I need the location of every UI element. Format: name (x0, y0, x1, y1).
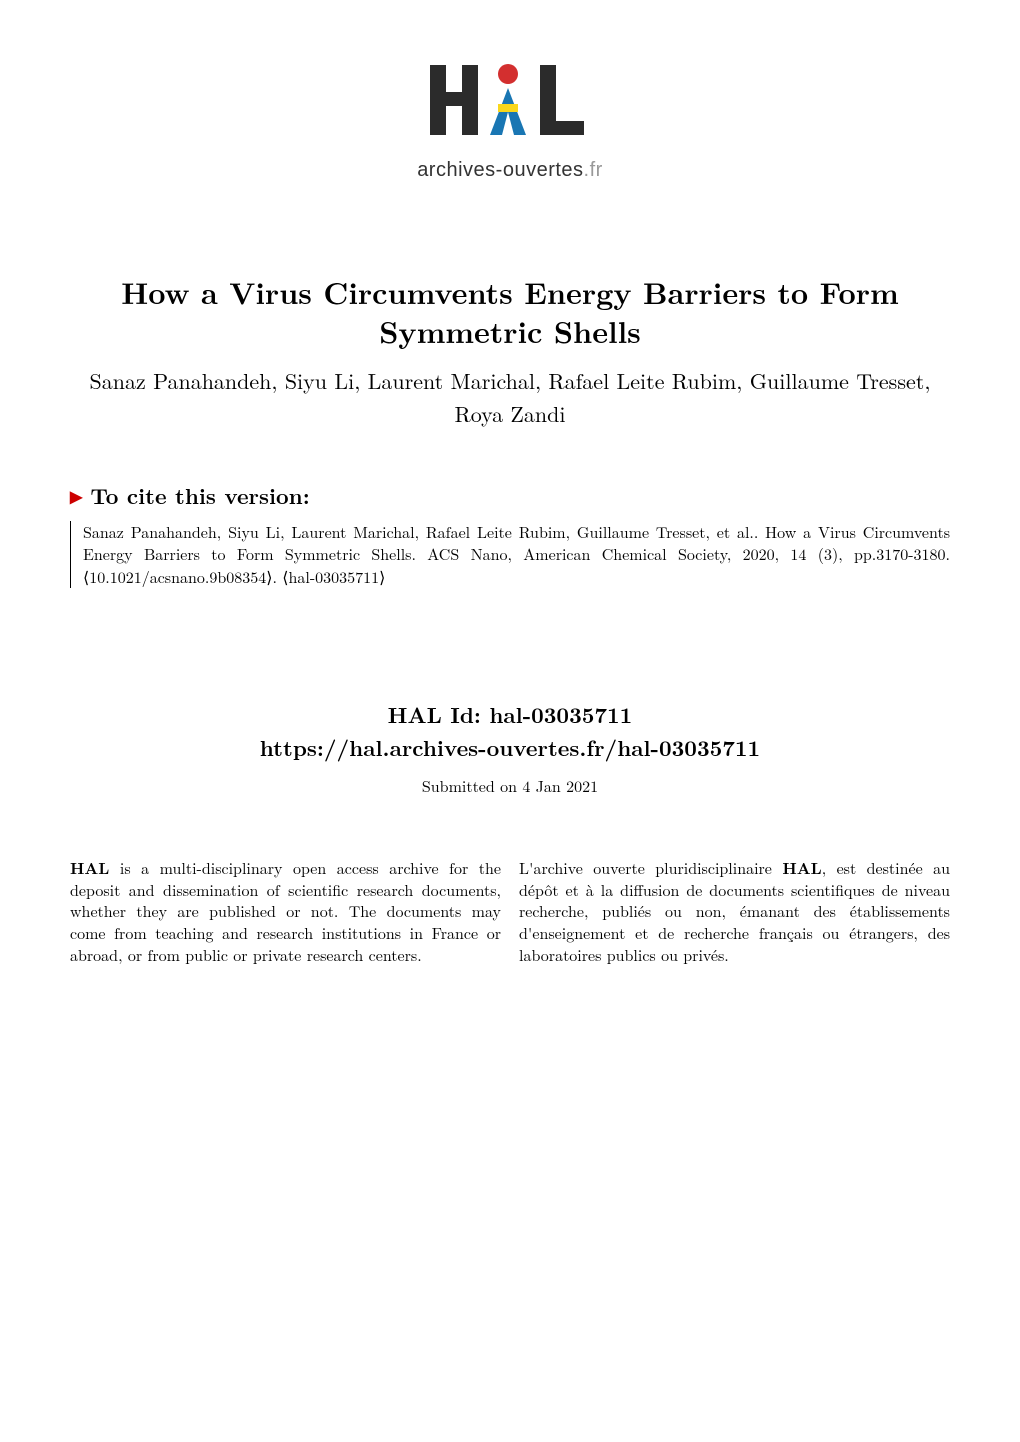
cite-header: ▶ To cite this version: (70, 480, 950, 511)
hal-logo-section: archives-ouvertes.fr (70, 60, 950, 182)
description-right: L'archive ouverte pluridisciplinaire HAL… (519, 857, 950, 965)
hal-logo (410, 60, 610, 155)
cite-header-text: To cite this version: (90, 480, 309, 511)
logo-brand-main: archives-ouvertes (417, 159, 583, 181)
description-left: HAL is a multi-disciplinary open access … (70, 857, 501, 965)
cite-section: ▶ To cite this version: Sanaz Panahandeh… (70, 480, 950, 588)
paper-title: How a Virus Circumvents Energy Barriers … (70, 272, 950, 350)
description-section: HAL is a multi-disciplinary open access … (70, 857, 950, 965)
submitted-date: Submitted on 4 Jan 2021 (70, 774, 950, 797)
description-left-text: HAL is a multi-disciplinary open access … (70, 856, 501, 965)
logo-brand-suffix: .fr (584, 159, 603, 181)
logo-brand-text: archives-ouvertes.fr (417, 159, 603, 182)
triangle-icon: ▶ (70, 484, 82, 507)
cite-body: Sanaz Panahandeh, Siyu Li, Laurent Maric… (70, 521, 950, 588)
paper-authors: Sanaz Panahandeh, Siyu Li, Laurent Maric… (70, 364, 950, 430)
hal-id-section: HAL Id: hal-03035711 https://hal.archive… (70, 698, 950, 797)
hal-url: https://hal.archives-ouvertes.fr/hal-030… (70, 731, 950, 764)
description-right-text: L'archive ouverte pluridisciplinaire HAL… (519, 856, 950, 965)
hal-id-label: HAL Id: hal-03035711 (70, 698, 950, 731)
